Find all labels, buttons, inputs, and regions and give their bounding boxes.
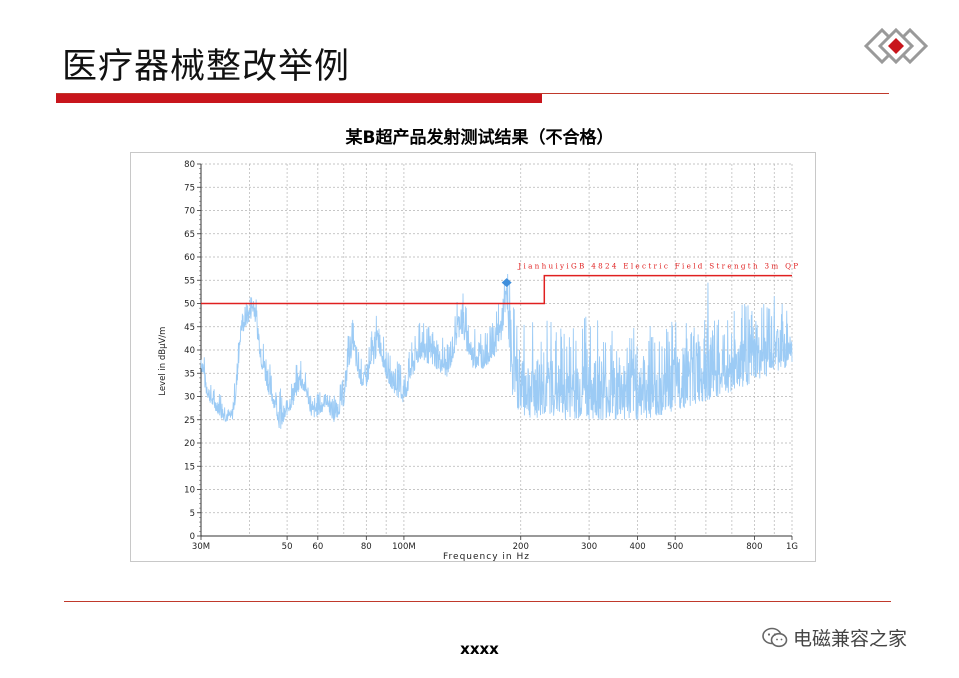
- y-tick-label: 0: [190, 532, 195, 542]
- x-tick-label: 50: [282, 542, 293, 552]
- x-tick-label: 100M: [392, 542, 416, 552]
- y-tick-label: 50: [184, 300, 195, 310]
- x-tick-label: 80: [361, 542, 372, 552]
- y-tick-label: 60: [184, 253, 195, 263]
- y-axis-label: Level in dBµV/m: [158, 327, 168, 396]
- y-tick-label: 55: [184, 276, 195, 286]
- x-tick-label: 200: [513, 542, 529, 552]
- y-tick-label: 20: [184, 439, 195, 449]
- y-tick-label: 40: [184, 346, 195, 356]
- limit-line-label: JianhuiyiGB 4824 Electric Field Strength…: [517, 262, 800, 271]
- title-accent-bar: [56, 94, 542, 103]
- slide-title: 医疗器械整改举例: [62, 47, 351, 87]
- brand-name: 电磁兼容之家: [793, 628, 908, 650]
- x-tick-label: 500: [667, 542, 683, 552]
- x-tick-label: 300: [581, 542, 597, 552]
- x-tick-label: 60: [312, 542, 323, 552]
- x-tick-label: 30M: [192, 542, 210, 552]
- x-axis-label: Frequency in Hz: [443, 552, 530, 561]
- y-tick-label: 65: [184, 230, 195, 240]
- limit-line: [201, 274, 792, 305]
- x-tick-label: 1G: [786, 542, 798, 552]
- footer-text: xxxx: [460, 640, 499, 658]
- y-tick-label: 45: [184, 323, 195, 333]
- wechat-icon: [762, 627, 788, 647]
- y-tick-label: 25: [184, 416, 195, 426]
- emission-chart: 0 5 10 15 20 25 30 35 40 45 50 55 60 65 70 75 80 30M 50 60 8…: [158, 160, 800, 561]
- emission-trace: [200, 274, 793, 429]
- company-logo: [863, 27, 929, 65]
- brand: 电磁兼容之家: [762, 624, 907, 651]
- chart-frame: 0 5 10 15 20 25 30 35 40 45 50 55 60 65 70 75 80 30M 50 60 8…: [130, 152, 816, 562]
- y-tick-label: 70: [184, 207, 195, 217]
- chart-title: 某B超产品发射测试结果（不合格）: [345, 128, 614, 148]
- title-rule: [56, 93, 889, 94]
- y-tick-label: 5: [190, 509, 195, 519]
- y-tick-label: 30: [184, 393, 195, 403]
- y-tick-label: 10: [184, 486, 195, 496]
- x-tick-label: 800: [746, 542, 762, 552]
- footer-rule: [64, 601, 891, 602]
- y-tick-label: 35: [184, 369, 195, 379]
- y-tick-label: 75: [184, 183, 195, 193]
- y-tick-label: 80: [184, 160, 195, 170]
- peak-marker: [501, 278, 512, 288]
- x-tick-label: 400: [629, 542, 645, 552]
- y-tick-label: 15: [184, 462, 195, 472]
